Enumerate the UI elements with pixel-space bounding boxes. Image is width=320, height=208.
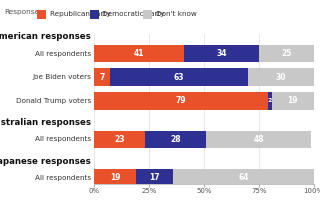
Text: 34: 34: [216, 49, 227, 58]
Text: All respondents: All respondents: [35, 136, 91, 142]
Bar: [206, 131, 311, 148]
Bar: [94, 92, 268, 110]
Bar: [259, 45, 314, 62]
Text: Japanese responses: Japanese responses: [0, 157, 91, 166]
Text: 30: 30: [276, 73, 286, 82]
Text: 63: 63: [173, 73, 184, 82]
Text: 25: 25: [281, 49, 292, 58]
Text: 19: 19: [110, 173, 120, 182]
Text: All respondents: All respondents: [35, 51, 91, 57]
Bar: [94, 68, 110, 86]
Text: Republican Party: Republican Party: [50, 11, 110, 17]
Text: Joe Biden voters: Joe Biden voters: [32, 74, 91, 80]
Bar: [94, 45, 184, 62]
Text: 64: 64: [238, 173, 249, 182]
Text: 28: 28: [170, 135, 181, 144]
Bar: [110, 68, 248, 86]
Text: 41: 41: [134, 49, 145, 58]
Text: Australian responses: Australian responses: [0, 118, 91, 127]
Text: Donald Trump voters: Donald Trump voters: [16, 98, 91, 104]
Text: Don't know: Don't know: [156, 11, 197, 17]
Bar: [248, 68, 314, 86]
Text: 19: 19: [288, 97, 298, 105]
Bar: [145, 131, 206, 148]
Bar: [136, 169, 173, 187]
Text: 48: 48: [253, 135, 264, 144]
Bar: [94, 169, 136, 187]
Text: Democratic Party: Democratic Party: [102, 11, 165, 17]
Text: 23: 23: [114, 135, 125, 144]
Bar: [268, 92, 272, 110]
Bar: [184, 45, 259, 62]
Bar: [272, 92, 314, 110]
Text: 79: 79: [176, 97, 186, 105]
Text: Response:: Response:: [4, 9, 41, 15]
Bar: [173, 169, 314, 187]
Text: 2: 2: [268, 98, 272, 103]
Bar: [94, 131, 145, 148]
Text: 7: 7: [100, 73, 105, 82]
Text: American responses: American responses: [0, 32, 91, 41]
Text: 17: 17: [149, 173, 160, 182]
Text: All respondents: All respondents: [35, 175, 91, 181]
